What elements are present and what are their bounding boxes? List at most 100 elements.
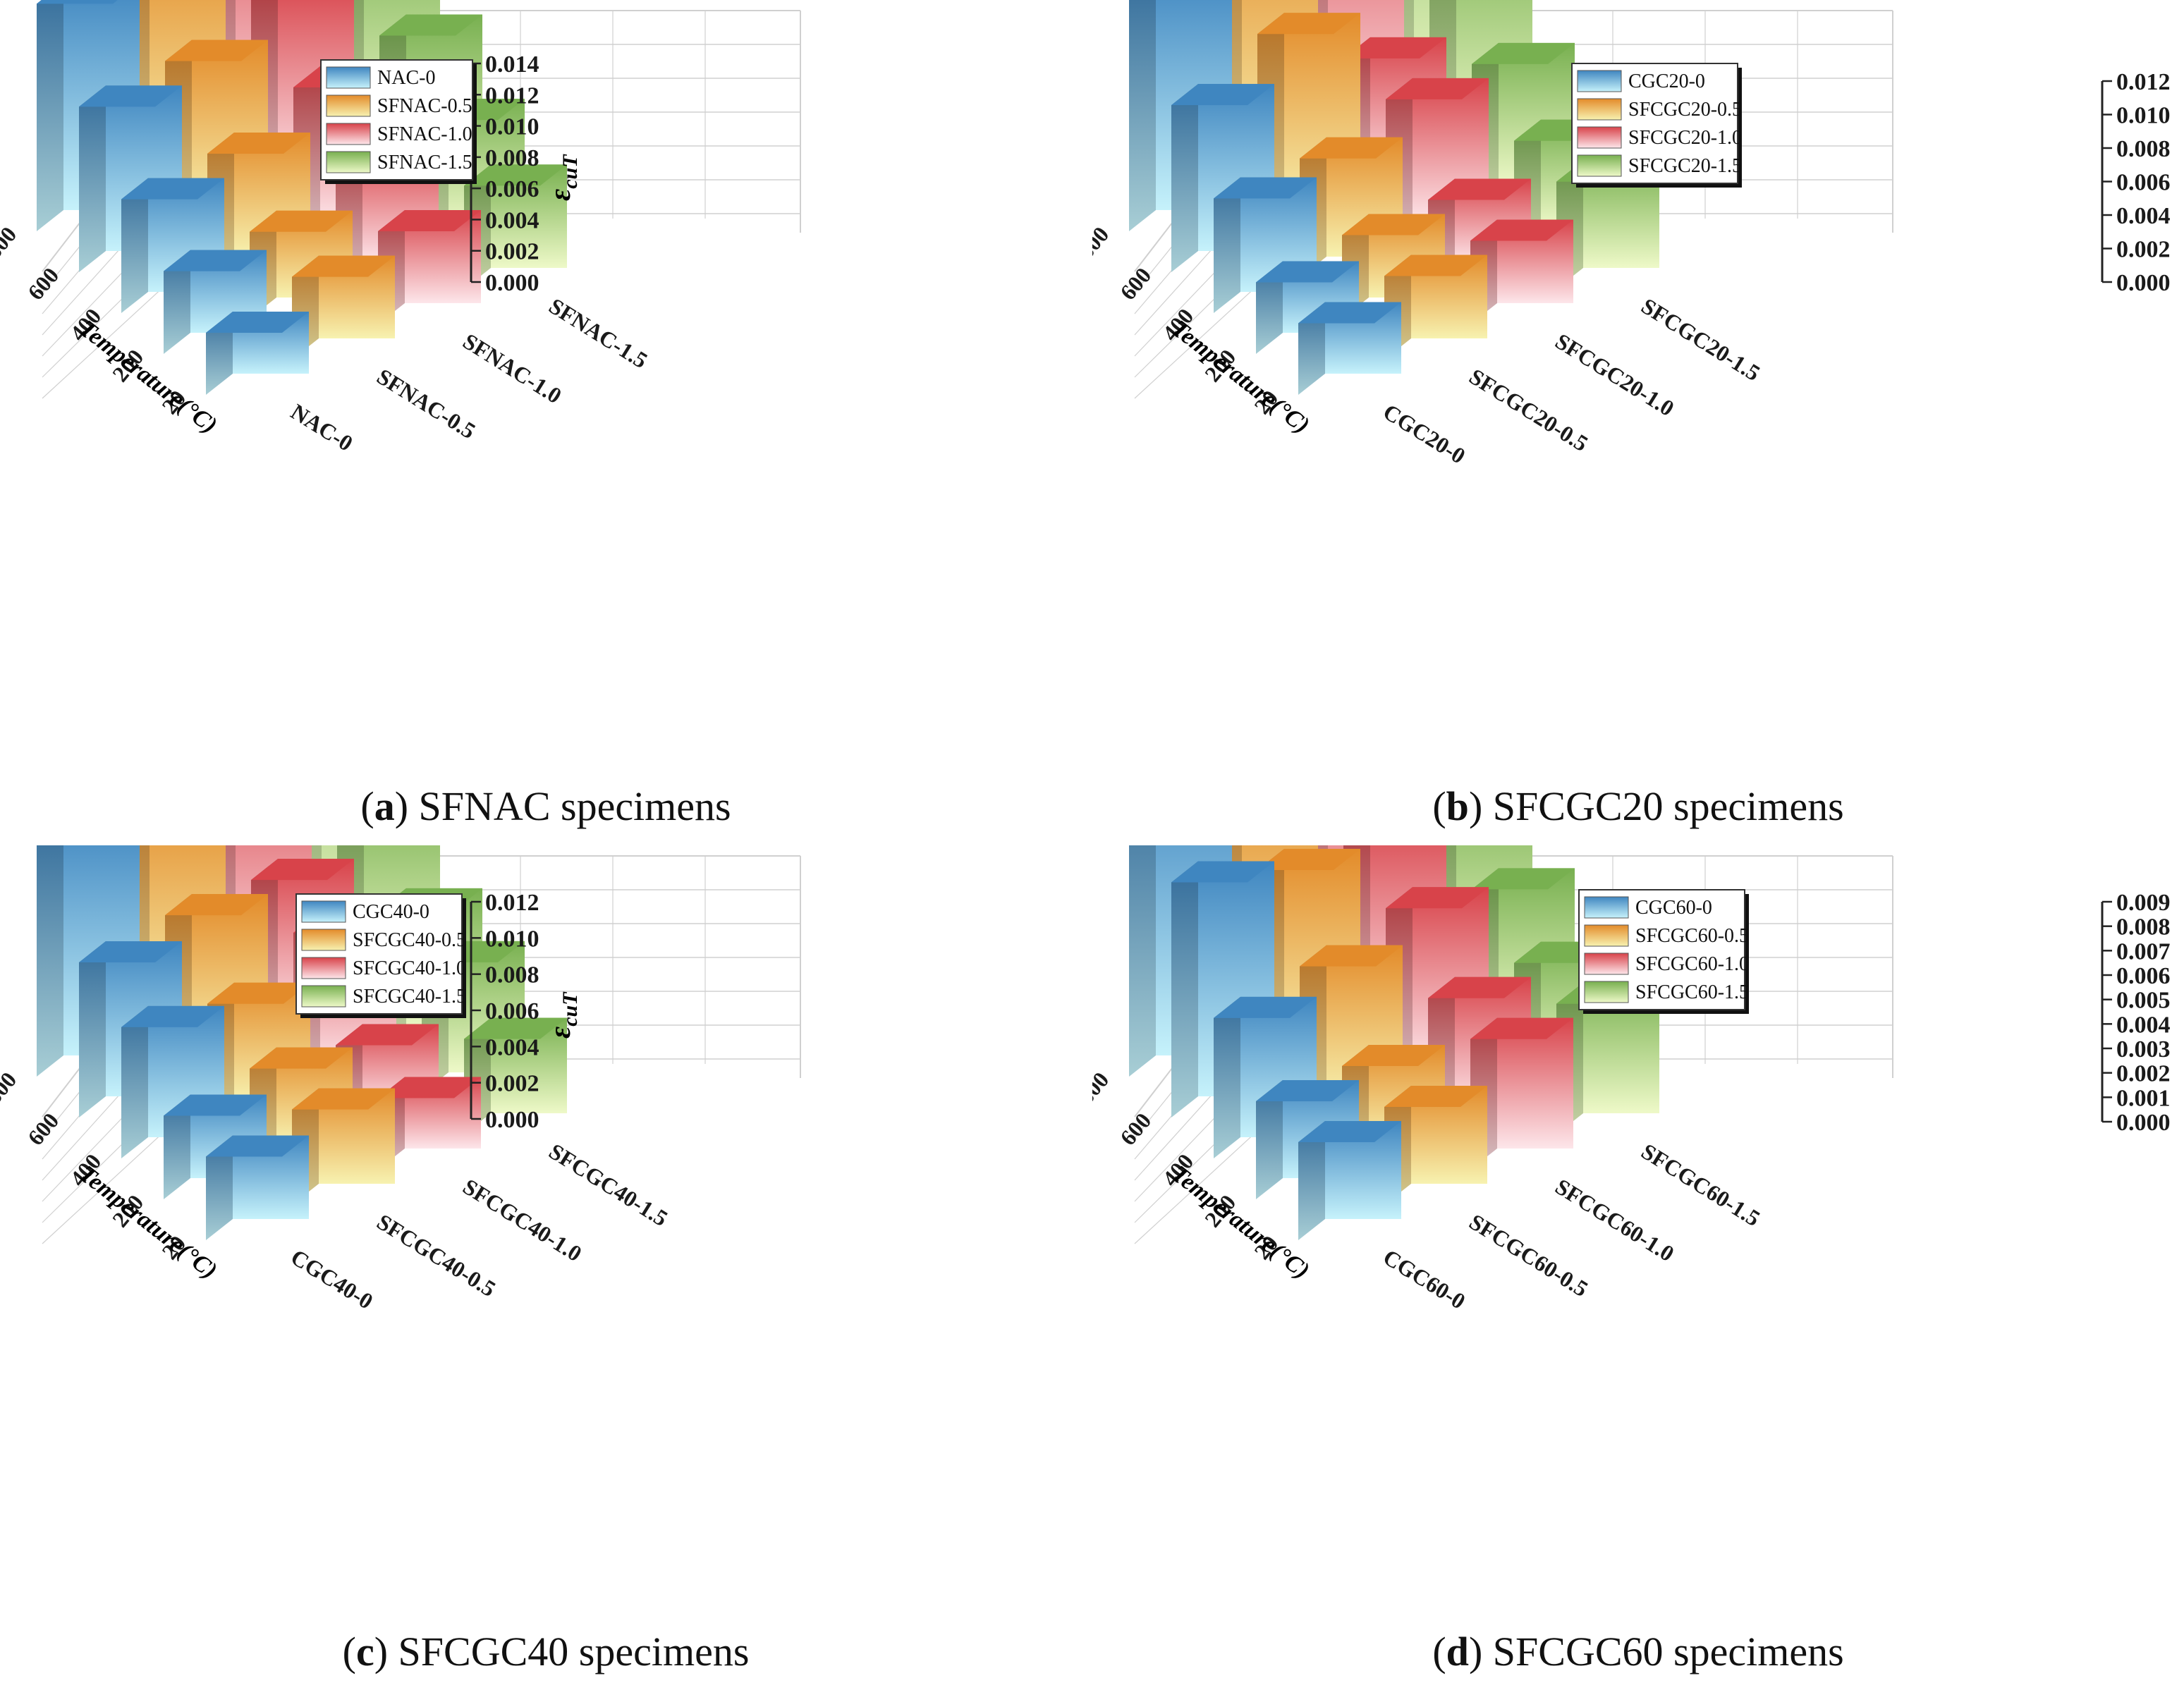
chart-panel-c: 0.000 0.002 0.004 0.006 0.008 0.010 0.012 εcuT 2… xyxy=(0,845,1092,1690)
legend-label-d-1: SFCGC60-0.5 xyxy=(1635,925,1749,947)
panel-caption-a: (a) SFNAC specimens xyxy=(360,783,731,829)
bar-top-b-1-0 xyxy=(1384,255,1487,276)
legend-label-b-1: SFCGC20-0.5 xyxy=(1628,99,1742,121)
bar-side-a-0-2 xyxy=(121,178,148,313)
bar-top-d-0-1 xyxy=(1256,1080,1359,1102)
bar-d-SFCGC60-0.5-20 xyxy=(1384,1086,1487,1205)
legend-label-d-2: SFCGC60-1.0 xyxy=(1635,953,1749,975)
bar-top-d-2-2 xyxy=(1386,887,1489,909)
bar-side-b-0-1 xyxy=(1256,261,1283,354)
bar-top-c-0-2 xyxy=(121,1005,224,1027)
chart-svg-c: 0.0000.0020.0040.0060.0080.0100.012εcuT2… xyxy=(0,845,801,1314)
bar-top-a-0-0 xyxy=(206,312,309,333)
legend-swatch-b-1 xyxy=(1577,98,1622,121)
chart-panel-a: 0.000 0.002 0.004 0.006 0.008 0.010 0.012 0.014… xyxy=(0,0,1092,845)
caption-title-a: SFNAC specimens xyxy=(418,783,731,829)
legend-label-c-0: CGC40-0 xyxy=(353,901,429,923)
bar-top-c-1-2 xyxy=(207,982,310,1004)
legend-swatch-c-2 xyxy=(301,957,346,979)
legend-label-c-3: SFCGC40-1.5 xyxy=(353,986,466,1008)
bar-top-a-1-3 xyxy=(165,39,268,61)
caption-letter-d: d xyxy=(1446,1629,1469,1674)
legend-swatch-b-0 xyxy=(1577,70,1622,92)
z-tick-label-b-4: 0.008 xyxy=(2116,136,2171,162)
z-axis-d: 0.0000.0010.0020.0030.0040.0050.0060.007… xyxy=(2101,890,2184,1136)
bar-top-d-0-2 xyxy=(1214,996,1317,1018)
z-tick-label-a-5: 0.010 xyxy=(485,114,539,140)
z-tick-label-a-6: 0.012 xyxy=(485,82,539,109)
bar-top-c-1-3 xyxy=(165,894,268,916)
bar-front-d-2-0 xyxy=(1497,1017,1573,1149)
series-tick-c-2: SFCGC40-1.0 xyxy=(458,1173,586,1266)
z-tick-label-c-3: 0.006 xyxy=(485,998,539,1024)
z-tick-label-c-4: 0.008 xyxy=(485,962,539,988)
z-axis-symbol-a: ε xyxy=(544,189,577,201)
panel-caption-c: (c) SFCGC40 specimens xyxy=(342,1629,750,1674)
series-tick-c-1: SFCGC40-0.5 xyxy=(372,1208,500,1302)
bar-side-c-0-2 xyxy=(121,1005,148,1158)
temp-tick-a-4: 800 xyxy=(0,221,21,264)
bar-b-CGC20-0-20 xyxy=(1298,302,1401,395)
bar-top-b-2-3 xyxy=(1343,37,1446,59)
bar-top-d-3-2 xyxy=(1472,868,1575,890)
bar-top-d-2-1 xyxy=(1428,976,1531,998)
z-axis-title-b: εcuT xyxy=(2176,162,2184,209)
bar-side-c-0-3 xyxy=(79,941,106,1118)
z-tick-label-d-7: 0.007 xyxy=(2116,938,2171,965)
bar-side-d-0-4 xyxy=(1129,845,1156,1077)
series-tick-d-0: CGC60-0 xyxy=(1379,1244,1470,1314)
temp-axis-title-c: Temperature(°C) xyxy=(74,1161,222,1284)
bar-top-d-2-0 xyxy=(1470,1017,1573,1039)
series-tick-b-3: SFCGC20-1.5 xyxy=(1637,293,1764,386)
chart-svg-d: 0.0000.0010.0020.0030.0040.0050.0060.007… xyxy=(1092,845,2184,1314)
z-axis-b: 0.000 0.002 0.004 0.006 0.008 0.010 0.012 εcuT xyxy=(2101,69,2184,296)
bar-side-c-0-0 xyxy=(206,1135,233,1240)
z-axis-sub-c: cuT xyxy=(559,991,582,1027)
bar-top-b-2-2 xyxy=(1386,78,1489,99)
bar-c-CGC40-0-20 xyxy=(206,1135,309,1240)
series-tick-d-1: SFCGC60-0.5 xyxy=(1465,1208,1592,1302)
z-tick-label-a-1: 0.002 xyxy=(485,239,539,265)
bar-top-a-3-2 xyxy=(379,14,482,36)
temp-tick-d-4: 800 xyxy=(1092,1067,1114,1109)
bar-side-a-0-4 xyxy=(37,0,63,231)
bar-d-CGC60-0-20 xyxy=(1298,1121,1401,1240)
panel-caption-d: (d) SFCGC60 specimens xyxy=(1432,1629,1844,1674)
z-tick-label-b-3: 0.006 xyxy=(2116,170,2171,196)
bar-top-a-3-0 xyxy=(464,164,567,186)
bar-top-b-2-1 xyxy=(1428,178,1531,200)
bar-top-c-1-0 xyxy=(292,1088,395,1110)
bars-a xyxy=(37,0,567,395)
temp-axis-title-b: Temperature(°C) xyxy=(1166,315,1314,439)
legend-label-a-0: NAC-0 xyxy=(377,67,435,89)
z-tick-label-b-6: 0.012 xyxy=(2116,69,2171,95)
z-axis-symbol-d: ε xyxy=(2176,1028,2184,1040)
z-tick-label-d-1: 0.001 xyxy=(2116,1085,2171,1111)
series-tick-b-1: SFCGC20-0.5 xyxy=(1465,363,1592,456)
temp-tick-a-3: 600 xyxy=(23,262,63,305)
legend-swatch-a-2 xyxy=(326,123,371,145)
series-tick-b-0: CGC20-0 xyxy=(1379,398,1470,468)
z-axis-sub-a: cuT xyxy=(559,154,582,189)
panel-caption-b: (b) SFCGC20 specimens xyxy=(1432,783,1844,829)
legend-label-b-3: SFCGC20-1.5 xyxy=(1628,155,1742,177)
bar-side-b-0-2 xyxy=(1214,177,1240,313)
bar-top-a-0-3 xyxy=(79,85,182,107)
z-axis-symbol-c: ε xyxy=(544,1027,577,1039)
chart-svg-a: 0.000 0.002 0.004 0.006 0.008 0.010 0.012 0.014… xyxy=(0,0,801,456)
z-tick-label-c-5: 0.010 xyxy=(485,926,539,952)
bar-top-b-1-1 xyxy=(1342,214,1445,235)
bar-side-b-0-4 xyxy=(1129,0,1156,231)
legend-swatch-a-1 xyxy=(326,94,371,117)
legend-label-b-2: SFCGC20-1.0 xyxy=(1628,127,1742,149)
bar-top-a-1-2 xyxy=(207,133,310,154)
bar-c-SFCGC40-1.0-20 xyxy=(378,1077,481,1170)
temp-tick-c-3: 600 xyxy=(23,1108,63,1150)
bar-side-c-0-4 xyxy=(37,845,63,1077)
legend-swatch-c-3 xyxy=(301,985,346,1008)
bar-top-b-2-0 xyxy=(1470,219,1573,241)
z-tick-label-d-3: 0.003 xyxy=(2116,1036,2171,1063)
bar-top-b-1-3 xyxy=(1257,13,1360,35)
bar-top-b-0-1 xyxy=(1256,261,1359,283)
temp-axis-title-d: Temperature(°C) xyxy=(1166,1161,1314,1284)
